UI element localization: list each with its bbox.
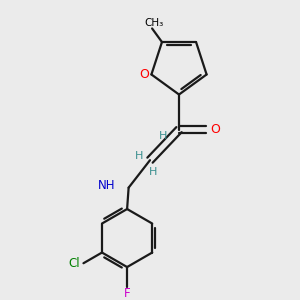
Text: NH: NH — [98, 179, 116, 192]
Text: H: H — [149, 167, 157, 177]
Text: O: O — [210, 123, 220, 136]
Text: H: H — [158, 131, 167, 141]
Text: CH₃: CH₃ — [144, 18, 163, 28]
Text: O: O — [139, 68, 149, 81]
Text: F: F — [124, 286, 130, 299]
Text: Cl: Cl — [69, 257, 80, 270]
Text: H: H — [135, 151, 143, 160]
